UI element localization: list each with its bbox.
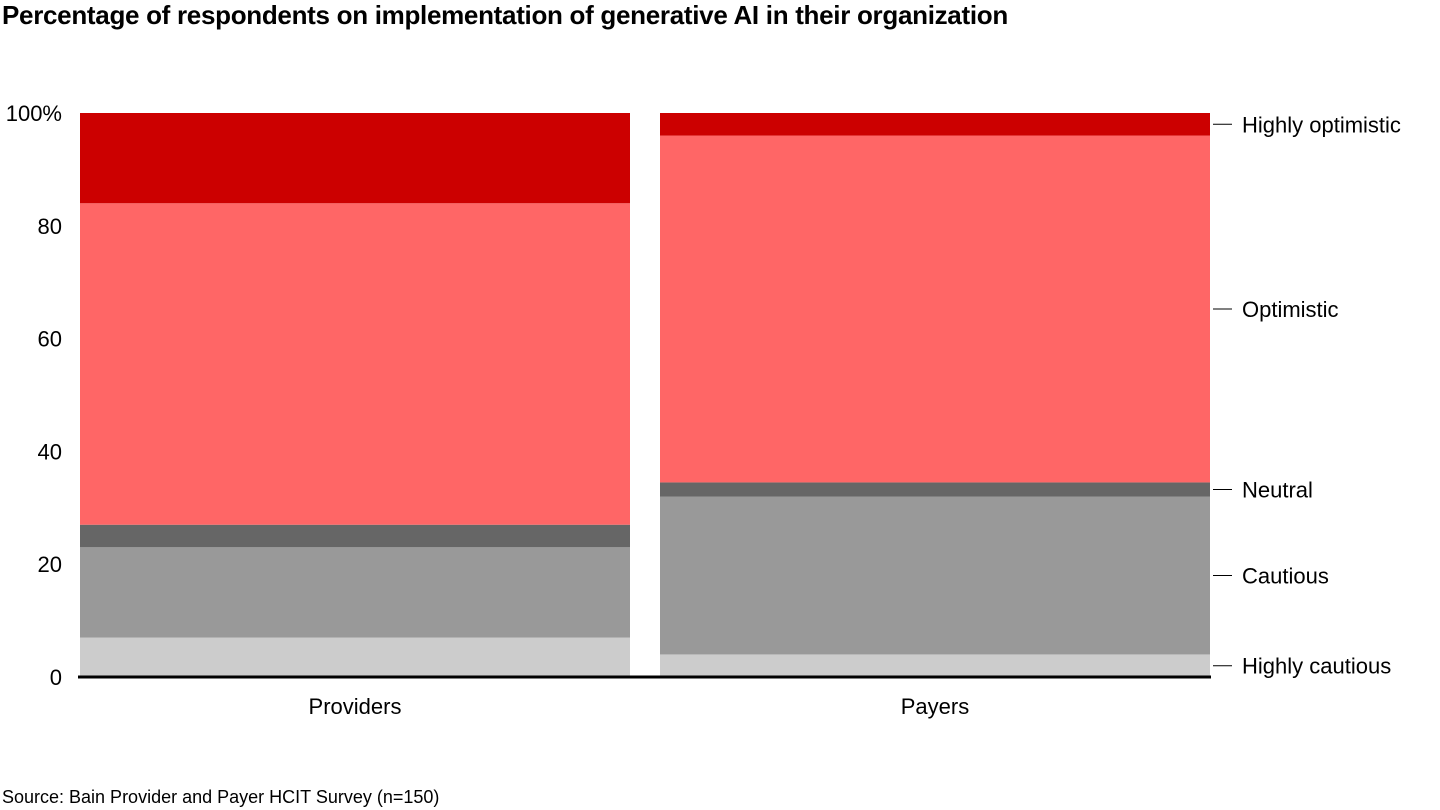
bars-group xyxy=(80,113,1210,677)
legend-label-optimistic: Optimistic xyxy=(1242,297,1339,322)
legend-label-highly-optimistic: Highly optimistic xyxy=(1242,112,1401,137)
bar-segment-payers-highly-optimistic xyxy=(660,113,1210,136)
y-tick-label: 0 xyxy=(50,665,62,690)
bar-segment-payers-optimistic xyxy=(660,135,1210,483)
bar-segment-payers-neutral xyxy=(660,482,1210,497)
x-category-label: Payers xyxy=(901,694,969,719)
legend: Highly cautious Cautious Neutral Optimistic… xyxy=(1213,112,1401,679)
bar-segment-providers-highly-cautious xyxy=(80,637,630,677)
legend-label-highly-cautious: Highly cautious xyxy=(1242,654,1391,679)
x-category-label: Providers xyxy=(309,694,402,719)
x-axis-labels: Providers Payers xyxy=(309,694,970,719)
bar-segment-providers-highly-optimistic xyxy=(80,113,630,204)
y-tick-label: 100% xyxy=(6,101,62,126)
bar-segment-providers-neutral xyxy=(80,524,630,548)
chart-title: Percentage of respondents on implementat… xyxy=(2,0,1008,30)
y-tick-label: 80 xyxy=(38,214,62,239)
source-note: Source: Bain Provider and Payer HCIT Sur… xyxy=(2,787,440,807)
bar-segment-payers-highly-cautious xyxy=(660,654,1210,677)
bar-segment-providers-optimistic xyxy=(80,203,630,525)
bar-segment-providers-cautious xyxy=(80,547,630,638)
y-tick-label: 20 xyxy=(38,552,62,577)
y-tick-label: 60 xyxy=(38,327,62,352)
legend-label-cautious: Cautious xyxy=(1242,563,1329,588)
bar-segment-payers-cautious xyxy=(660,496,1210,655)
y-tick-label: 40 xyxy=(38,439,62,464)
legend-label-neutral: Neutral xyxy=(1242,477,1313,502)
y-axis-ticks: 0 20 40 60 80 100% xyxy=(6,101,62,690)
